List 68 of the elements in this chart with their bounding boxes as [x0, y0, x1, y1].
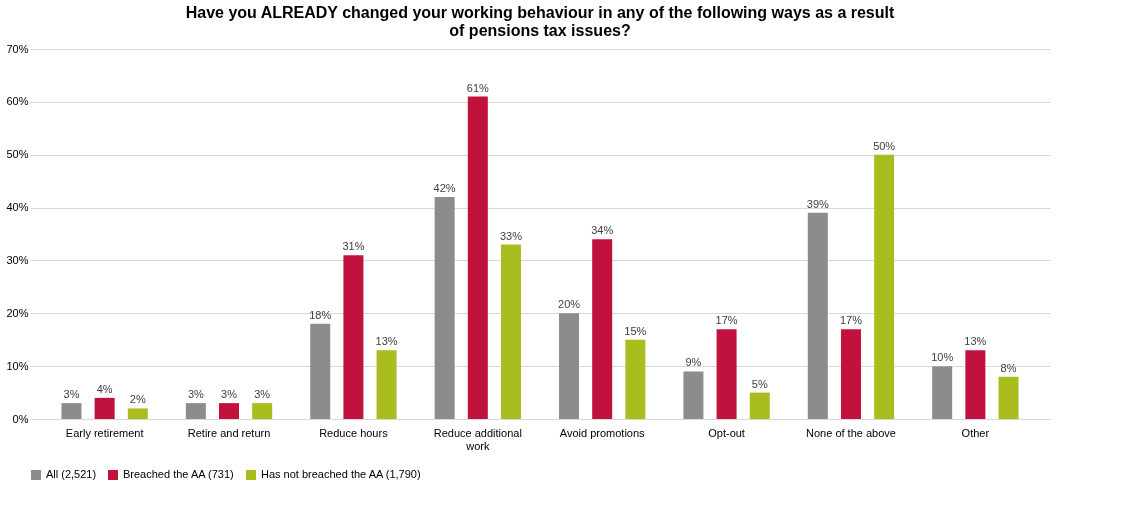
bar [840, 329, 861, 419]
data-label: 15% [624, 324, 647, 337]
data-label: 3% [187, 388, 205, 401]
data-label: 39% [806, 197, 830, 210]
y-tick-label: 40% [6, 201, 29, 214]
bar [932, 366, 953, 419]
bar [874, 154, 895, 419]
bar [559, 313, 580, 419]
x-tick-label: None of the above [806, 426, 896, 439]
legend-label: All (2,521) [46, 468, 97, 480]
x-tick-label: Early retirement [65, 426, 144, 439]
data-label: 4% [96, 382, 113, 395]
bar [434, 197, 455, 419]
y-tick-label: 30% [6, 253, 29, 266]
x-tick-label: Retire and return [187, 426, 271, 439]
data-label: 34% [591, 224, 614, 237]
y-tick-label: 20% [6, 306, 29, 319]
y-tick-label: 0% [12, 412, 29, 425]
bar [998, 376, 1019, 419]
data-label: 42% [433, 182, 456, 194]
legend-label: Breached the AA (731) [123, 468, 234, 480]
data-label: 61% [466, 81, 490, 94]
bar [625, 339, 646, 419]
legend-label: Has not breached the AA (1,790) [261, 468, 421, 480]
x-tick-label: Opt-out [708, 426, 745, 439]
bar [61, 403, 82, 419]
y-tick-label: 50% [6, 148, 29, 161]
data-label: 10% [931, 351, 954, 364]
bar [683, 371, 704, 419]
data-label: 17% [715, 314, 738, 327]
data-label: 9% [685, 356, 702, 369]
data-label: 13% [964, 335, 987, 348]
data-label: 3% [254, 388, 271, 401]
bar [127, 408, 148, 419]
data-label: 8% [1000, 361, 1017, 374]
x-tick-label: Reduce additional work [433, 426, 522, 452]
bar [467, 96, 488, 419]
bar [310, 323, 331, 419]
bar [807, 212, 828, 419]
bar [749, 392, 770, 419]
data-label: 31% [342, 240, 365, 253]
data-label: 13% [375, 335, 398, 348]
y-tick-label: 70% [6, 42, 29, 55]
bar [376, 350, 397, 419]
data-label: 17% [839, 314, 863, 327]
data-label: 3% [221, 388, 238, 401]
x-tick-label: Other [961, 426, 990, 439]
data-label: 3% [63, 388, 80, 401]
data-label: 2% [129, 393, 146, 406]
bar [219, 403, 240, 419]
x-tick-label: Reduce hours [319, 426, 389, 439]
data-label: 33% [499, 229, 523, 242]
x-tick-label: Avoid promotions [559, 426, 646, 439]
y-tick-label: 10% [6, 359, 29, 372]
chart-title: Have you ALREADY changed your working behaviour in any of the following ways as a result of pensions tax issues? [185, 4, 895, 39]
bar [185, 403, 206, 419]
data-label: 20% [558, 298, 581, 311]
bar [252, 403, 273, 419]
data-label: 18% [309, 308, 332, 321]
data-label: 5% [751, 377, 768, 390]
bar [716, 329, 737, 419]
bar [592, 239, 613, 419]
data-label: 50% [873, 139, 896, 152]
bar [965, 350, 986, 419]
bar [343, 255, 364, 419]
bar [94, 397, 115, 419]
y-tick-label: 60% [6, 95, 29, 108]
bar [500, 244, 521, 419]
